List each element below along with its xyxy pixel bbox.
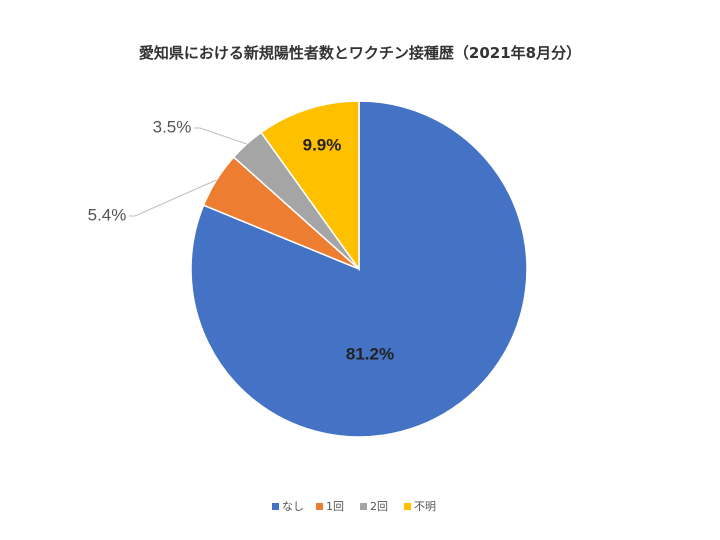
legend-swatch-2 [316,503,323,510]
data-label-3: 3.5% [153,117,192,136]
data-label-1: 81.2% [346,344,394,363]
legend-swatch-4 [404,503,411,510]
chart-title: 愛知県における新規陽性者数とワクチン接種歴（2021年8月分） [139,44,581,62]
legend-label-2: 1回 [326,500,344,513]
pie-slice-4 [260,100,360,272]
legend-label-4: 不明 [414,500,436,513]
leader-lines [129,127,247,217]
pie-slice-1 [190,100,528,438]
leader-line-2 [129,179,217,217]
legend: なし 1回 2回 不明 [272,500,436,513]
pie-slices [190,100,528,438]
legend-label-1: なし [282,500,304,513]
data-labels: 81.2% 5.4% 3.5% 9.9% [88,117,394,363]
leader-line-3 [194,127,247,145]
legend-swatch-3 [360,503,367,510]
legend-label-3: 2回 [370,500,388,513]
legend-swatch-1 [272,503,279,510]
data-label-4: 9.9% [303,135,342,154]
data-label-2: 5.4% [88,205,127,224]
